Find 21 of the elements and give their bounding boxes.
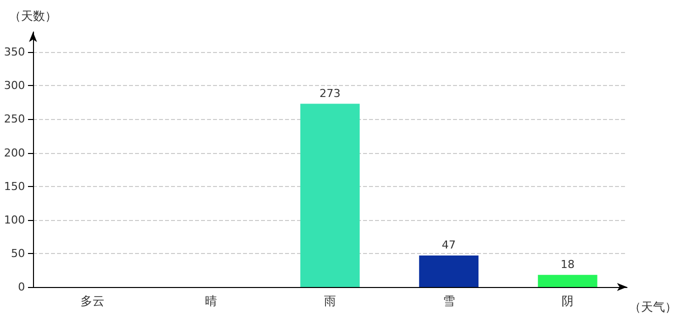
x-tick-label: 晴 xyxy=(205,294,218,308)
y-tick-label: 350 xyxy=(4,46,25,59)
x-axis-title: （天气） xyxy=(629,300,677,314)
data-label: 273 xyxy=(320,86,340,100)
y-axis-title: （天数） xyxy=(9,9,57,23)
y-tick-label: 300 xyxy=(4,79,25,92)
x-tick-label: 雪 xyxy=(442,294,455,308)
y-tick-label: 100 xyxy=(4,213,25,226)
y-tick-label: 0 xyxy=(18,280,25,294)
bar xyxy=(419,255,478,287)
y-tick-label: 250 xyxy=(4,112,25,126)
bar xyxy=(538,274,598,287)
y-tick-label: 200 xyxy=(4,146,25,160)
x-tick-label: 多云 xyxy=(80,294,104,308)
x-tick-label: 阴 xyxy=(562,294,574,308)
y-tick-label: 150 xyxy=(4,180,25,193)
x-tick-label: 雨 xyxy=(324,294,336,308)
bar xyxy=(300,104,360,287)
y-tick-label: 50 xyxy=(11,246,25,260)
data-label: 47 xyxy=(442,238,456,252)
data-label: 18 xyxy=(560,258,575,271)
